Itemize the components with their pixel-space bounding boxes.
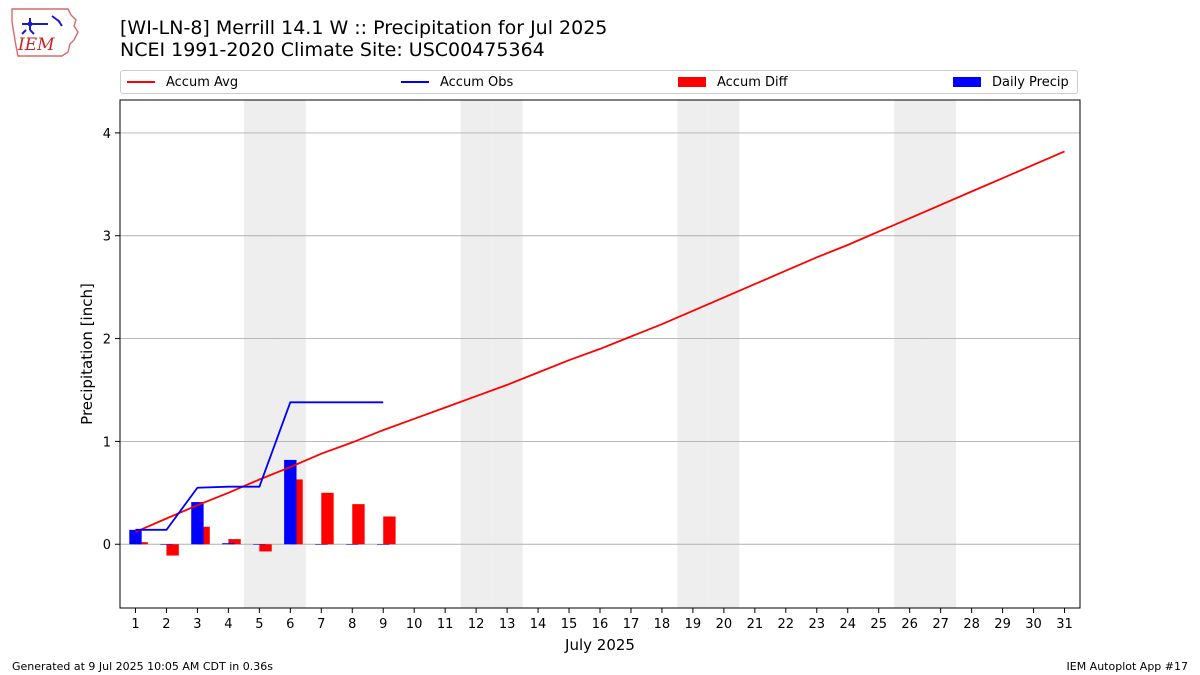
- x-tick-label: 29: [994, 617, 1011, 632]
- x-tick-label: 2: [162, 617, 170, 632]
- x-tick-label: 22: [778, 617, 795, 632]
- x-tick-label: 4: [224, 617, 232, 632]
- x-tick-label: 19: [685, 617, 702, 632]
- diff-bar: [321, 492, 334, 545]
- legend-item-accum-obs: Accum Obs: [401, 71, 513, 93]
- legend-item-accum-avg: Accum Avg: [127, 71, 238, 93]
- x-tick-label: 3: [193, 617, 201, 632]
- y-tick-label: 3: [103, 230, 111, 245]
- accum-avg-line: [135, 150, 1065, 533]
- footer-app-text: IEM Autoplot App #17: [1066, 660, 1189, 673]
- x-tick-label: 12: [468, 617, 485, 632]
- x-tick-label: 13: [499, 617, 516, 632]
- svg-text:IEM: IEM: [17, 35, 55, 55]
- chart-subtitle: NCEI 1991-2020 Climate Site: USC00475364: [120, 39, 545, 61]
- legend-label-daily-precip: Daily Precip: [992, 74, 1069, 90]
- iowa-outline-shape: [11, 8, 79, 57]
- diff-bar: [228, 539, 241, 545]
- legend-item-accum-diff: Accum Diff: [678, 71, 788, 93]
- legend-swatch-daily-precip: [953, 77, 981, 87]
- x-tick-label: 18: [654, 617, 671, 632]
- x-tick-label: 5: [255, 617, 263, 632]
- y-axis-label: Precipitation [inch]: [78, 283, 96, 425]
- weekend-band: [894, 100, 926, 608]
- legend-label-accum-obs: Accum Obs: [440, 74, 514, 90]
- weekend-band: [677, 100, 709, 608]
- daily-precip-bar: [377, 544, 390, 545]
- daily-precip-bar: [129, 529, 142, 545]
- legend-label-accum-diff: Accum Diff: [717, 74, 788, 90]
- daily-precip-bar: [253, 544, 266, 545]
- legend-swatch-accum-obs: [401, 81, 429, 83]
- x-tick-label: 21: [747, 617, 764, 632]
- weekend-band: [708, 100, 740, 608]
- daily-precip-bar: [284, 459, 297, 545]
- y-tick-label: 1: [103, 435, 111, 450]
- x-tick-label: 15: [561, 617, 578, 632]
- x-tick-label: 11: [437, 617, 454, 632]
- daily-precip-bar: [346, 544, 359, 545]
- daily-precip-bar: [191, 502, 204, 545]
- x-tick-label: 8: [348, 617, 356, 632]
- plot-frame: [119, 99, 1081, 609]
- diff-bar: [352, 504, 365, 545]
- weekend-band: [491, 100, 523, 608]
- legend-swatch-accum-avg: [127, 81, 155, 83]
- x-tick-label: 24: [839, 617, 856, 632]
- x-tick-label: 10: [406, 617, 423, 632]
- iem-logo: IEM: [11, 8, 79, 57]
- x-tick-label: 9: [379, 617, 387, 632]
- x-tick-label: 26: [901, 617, 918, 632]
- y-tick-label: 2: [103, 333, 111, 348]
- y-tick-label: 4: [103, 127, 111, 142]
- legend-label-accum-avg: Accum Avg: [166, 74, 239, 90]
- y-tick-label: 0: [103, 538, 111, 553]
- x-tick-label: 30: [1025, 617, 1042, 632]
- chart-title: [WI-LN-8] Merrill 14.1 W :: Precipitatio…: [120, 17, 608, 39]
- x-tick-label: 14: [530, 617, 547, 632]
- x-tick-label: 27: [932, 617, 949, 632]
- legend-item-daily-precip: Daily Precip: [953, 71, 1069, 93]
- diff-bar: [383, 516, 396, 545]
- daily-precip-bar: [160, 544, 173, 545]
- chart-legend: Accum Avg Accum Obs Accum Diff Daily Pre…: [120, 70, 1078, 94]
- x-tick-label: 17: [623, 617, 640, 632]
- footer-generated-text: Generated at 9 Jul 2025 10:05 AM CDT in …: [12, 660, 273, 673]
- x-tick-label: 7: [317, 617, 325, 632]
- legend-swatch-accum-diff: [678, 77, 706, 87]
- weekend-band: [243, 100, 275, 608]
- weekend-band: [460, 100, 492, 608]
- x-axis-label: July 2025: [564, 636, 635, 654]
- diff-bar: [259, 544, 272, 552]
- diff-bar: [166, 544, 179, 556]
- daily-precip-bar: [222, 543, 235, 545]
- x-tick-label: 20: [716, 617, 733, 632]
- x-tick-label: 28: [963, 617, 980, 632]
- x-tick-label: 16: [592, 617, 609, 632]
- accum-obs-line: [135, 401, 384, 531]
- x-tick-label: 23: [809, 617, 826, 632]
- x-tick-label: 6: [286, 617, 294, 632]
- weekend-band: [925, 100, 957, 608]
- x-tick-label: 25: [870, 617, 887, 632]
- daily-precip-bar: [315, 544, 328, 545]
- x-tick-label: 31: [1056, 617, 1073, 632]
- x-tick-label: 1: [131, 617, 139, 632]
